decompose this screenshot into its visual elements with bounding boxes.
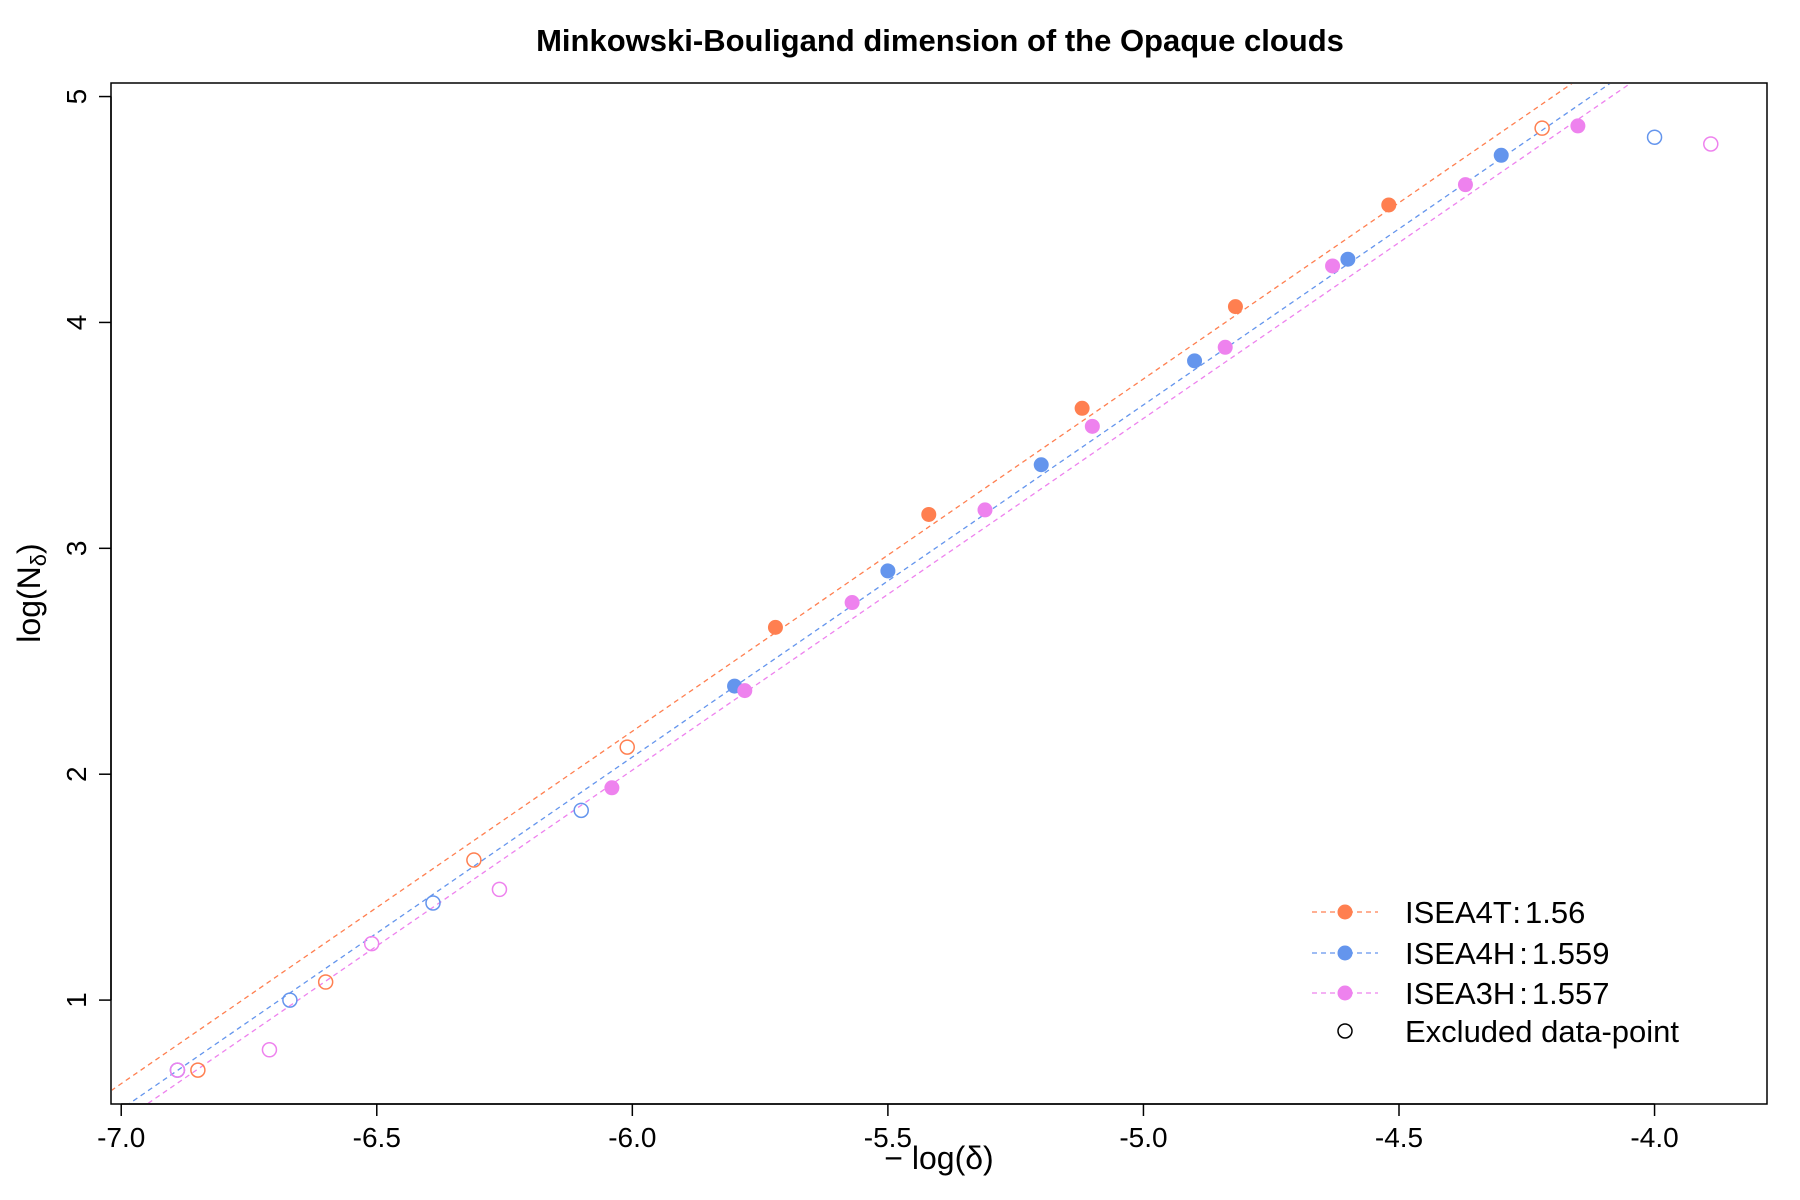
x-tick-label: -6.5: [353, 1122, 401, 1153]
excluded-point-isea3h: [169, 1062, 186, 1078]
legend-dimension-value: 1.557: [1532, 976, 1610, 1011]
legend-separator: :: [1519, 936, 1528, 971]
y-axis-label-subscript: δ: [26, 554, 51, 566]
data-points: [169, 118, 1719, 1078]
y-tick-label: 1: [61, 992, 92, 1008]
excluded-point-isea4h: [282, 992, 298, 1008]
excluded-point-isea4t: [317, 974, 334, 990]
y-axis-label-suffix: ): [11, 543, 47, 554]
x-axis: -7.0 -6.5 -6.0 -5.5 -5.0 -4.5 -4.0: [97, 1103, 1679, 1153]
excluded-point-isea4t: [466, 852, 482, 868]
legend-dimension-value: 1.559: [1532, 936, 1610, 971]
x-axis-label-prefix: − log(: [884, 1140, 965, 1176]
y-tick-label: 2: [61, 766, 92, 782]
data-point-isea3h: [604, 780, 620, 796]
data-point-isea4h: [1493, 147, 1509, 163]
y-axis-label-prefix: log(N: [11, 566, 47, 642]
excluded-point-isea3h: [261, 1042, 278, 1058]
excluded-point-isea4h: [1646, 129, 1663, 145]
legend-series-name: ISEA3H: [1405, 976, 1515, 1011]
legend-entry: ISEA4H:1.559: [1405, 936, 1609, 971]
data-point-isea4t: [921, 506, 937, 522]
y-tick-label: 5: [61, 89, 92, 105]
excluded-point-isea4t: [190, 1062, 206, 1078]
data-point-isea3h: [1217, 339, 1233, 355]
data-point-isea4t: [1074, 400, 1090, 416]
excluded-point-isea4h: [425, 895, 441, 911]
legend-separator: :: [1512, 895, 1521, 930]
x-axis-label-suffix: ): [983, 1140, 994, 1176]
legend-excluded-marker: [1337, 1023, 1353, 1039]
x-axis-label: − log(δ): [884, 1140, 993, 1176]
excluded-point-isea4t: [1534, 120, 1550, 136]
y-tick-label: 3: [61, 541, 92, 557]
legend-entry: ISEA3H:1.557: [1405, 976, 1609, 1011]
fit-line-isea4h: [129, 84, 1611, 1103]
x-tick-label: -5.5: [864, 1122, 912, 1153]
excluded-point-isea4h: [573, 802, 589, 819]
excluded-point-isea3h: [363, 935, 380, 952]
legend-dimension-value: 1.56: [1525, 895, 1585, 930]
y-tick-label: 4: [61, 315, 92, 331]
data-point-isea3h: [977, 502, 993, 518]
excluded-point-isea3h: [491, 881, 508, 898]
data-point-isea3h: [737, 683, 753, 699]
data-point-isea4h: [1187, 353, 1203, 369]
fit-lines: [112, 84, 1631, 1103]
data-point-isea3h: [1325, 258, 1341, 274]
x-tick-label: -4.5: [1375, 1122, 1423, 1153]
fit-line-isea4t: [112, 84, 1573, 1091]
legend-series-name: ISEA4H: [1405, 936, 1515, 971]
legend: ISEA4T:1.56ISEA4H:1.559ISEA3H:1.557Exclu…: [1312, 895, 1679, 1049]
legend-excluded-label: Excluded data-point: [1405, 1014, 1679, 1049]
data-point-isea4h: [1340, 251, 1356, 267]
chart-title: Minkowski-Bouligand dimension of the Opa…: [536, 23, 1344, 58]
x-tick-label: -6.0: [608, 1122, 656, 1153]
data-point-isea4t: [767, 619, 783, 635]
y-axis-label: log(Nδ): [11, 543, 51, 642]
legend-marker: [1337, 904, 1353, 920]
legend-series-name: ISEA4T: [1405, 895, 1512, 930]
x-axis-label-symbol: δ: [965, 1140, 983, 1176]
data-point-isea4h: [880, 563, 896, 579]
excluded-point-isea3h: [1703, 136, 1719, 152]
x-tick-label: -4.0: [1630, 1122, 1678, 1153]
data-point-isea3h: [1570, 118, 1586, 134]
x-tick-label: -7.0: [97, 1122, 145, 1153]
legend-marker: [1337, 985, 1353, 1001]
fit-line-isea3h: [147, 84, 1631, 1103]
data-point-isea4h: [1033, 457, 1049, 473]
legend-marker: [1337, 945, 1353, 961]
y-axis: 1 2 3 4 5: [61, 89, 112, 1008]
data-point-isea4t: [1381, 197, 1397, 213]
legend-entry: ISEA4T:1.56: [1405, 895, 1585, 930]
data-point-isea3h: [844, 595, 860, 611]
data-point-isea3h: [1084, 418, 1100, 434]
excluded-point-isea4t: [619, 739, 635, 755]
legend-separator: :: [1519, 976, 1528, 1011]
x-tick-label: -5.0: [1119, 1122, 1167, 1153]
data-point-isea4t: [1227, 299, 1243, 315]
data-point-isea3h: [1457, 177, 1473, 193]
